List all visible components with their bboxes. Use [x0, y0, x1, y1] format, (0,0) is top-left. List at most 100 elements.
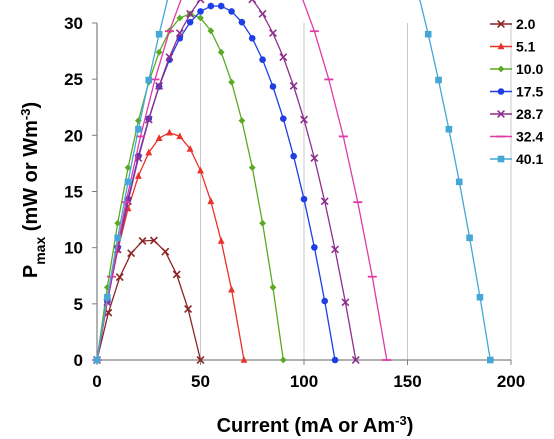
- data-point-28.7-8: [175, 29, 184, 38]
- data-point-28.7-21: [310, 154, 319, 163]
- data-point-10.0-12: [217, 48, 225, 56]
- data-point-17.5-13: [228, 8, 235, 15]
- data-point-10.0-2: [114, 219, 122, 227]
- x-tick-label-0: 0: [92, 372, 101, 391]
- series-line-10.0: [96, 12, 284, 361]
- legend-label-17.5: 17.5: [516, 84, 543, 100]
- x-tick-label-100: 100: [290, 372, 318, 391]
- legend-label-10.0: 10.0: [516, 61, 543, 77]
- data-point-28.7-7: [165, 53, 174, 62]
- series-line-32.4: [96, 0, 388, 361]
- data-point-28.7-24: [341, 298, 350, 307]
- data-point-40.1-34: [445, 125, 453, 133]
- data-point-40.1-35: [455, 178, 463, 186]
- data-point-17.5-19: [290, 152, 297, 160]
- data-point-28.7-23: [331, 245, 340, 254]
- data-point-17.5-9: [186, 18, 194, 26]
- data-point-40.1-36: [466, 234, 473, 242]
- data-point-10.0-15: [248, 164, 256, 172]
- data-point-5.1-5: [145, 148, 153, 156]
- y-tick-label-15: 15: [64, 183, 83, 202]
- data-point-2.0-4: [138, 237, 147, 245]
- y-tick-label-20: 20: [64, 126, 83, 145]
- legend-label-28.7: 28.7: [516, 106, 543, 122]
- data-point-10.0-3: [124, 164, 132, 172]
- data-point-40.1-38: [487, 356, 494, 364]
- y-tick-label-0: 0: [74, 351, 83, 370]
- data-point-40.1-1: [104, 293, 111, 301]
- data-point-40.1-5: [145, 76, 153, 84]
- data-point-17.5-20: [300, 195, 308, 203]
- y-tick-label-30: 30: [64, 14, 83, 33]
- data-point-5.1-4: [135, 172, 142, 179]
- axes: 0 50 100 150 200 0 5 10 15 20 25 30: [64, 14, 525, 391]
- data-point-17.5-17: [269, 83, 277, 90]
- data-point-17.5-22: [321, 297, 329, 305]
- data-point-40.1-2: [114, 234, 121, 242]
- data-point-10.0-10: [197, 14, 204, 22]
- data-point-10.0-8: [176, 14, 184, 22]
- data-point-5.1-13: [228, 285, 235, 293]
- data-point-28.7-6: [155, 81, 164, 90]
- legend-marker-17.5: [497, 88, 505, 95]
- x-axis-label: Current (mA or Am-3): [217, 413, 414, 438]
- data-point-5.1-8: [176, 132, 184, 140]
- data-point-28.7-15: [248, 0, 257, 4]
- series-2.0: [93, 236, 205, 364]
- data-point-2.0-6: [161, 247, 170, 256]
- legend-marker-28.7: [497, 110, 505, 118]
- legend-label-32.4: 32.4: [516, 129, 543, 145]
- legend-label-2.0: 2.0: [516, 16, 536, 32]
- series-line-2.0: [96, 239, 202, 361]
- data-point-17.5-23: [331, 356, 339, 364]
- data-point-17.5-11: [207, 2, 215, 10]
- legend: 2.0 5.1 10.0 17.5 28.7 32.4 40.1: [490, 16, 543, 167]
- data-point-5.1-14: [240, 356, 248, 363]
- data-point-10.0-11: [207, 27, 215, 35]
- data-point-28.7-5: [144, 115, 153, 124]
- y-tick-label-10: 10: [64, 239, 83, 258]
- data-point-5.1-7: [166, 128, 173, 136]
- x-tick-label-150: 150: [393, 372, 421, 391]
- data-point-17.5-16: [259, 56, 266, 63]
- data-point-10.0-14: [238, 117, 246, 125]
- data-point-5.1-12: [217, 236, 225, 244]
- data-point-28.7-20: [300, 115, 308, 124]
- data-point-17.5-15: [248, 34, 256, 42]
- legend-marker-2.0: [497, 20, 505, 28]
- data-point-17.5-12: [217, 2, 225, 10]
- grid: [200, 23, 512, 360]
- data-point-10.0-16: [259, 219, 266, 227]
- data-point-28.7-10: [196, 0, 205, 4]
- data-point-10.0-6: [155, 48, 163, 56]
- data-point-28.7-17: [268, 29, 277, 38]
- data-point-2.0-5: [149, 236, 158, 245]
- data-point-2.0-7: [172, 270, 181, 279]
- y-tick-label-25: 25: [64, 70, 83, 89]
- y-tick-label-5: 5: [74, 295, 83, 314]
- data-point-17.5-21: [311, 244, 318, 251]
- data-point-40.1-32: [424, 30, 432, 38]
- data-point-40.1-6: [155, 30, 163, 38]
- data-point-2.0-9: [196, 356, 205, 364]
- data-point-17.5-10: [197, 8, 204, 15]
- legend-marker-10.0: [497, 65, 505, 73]
- data-point-28.7-18: [279, 53, 288, 62]
- x-tick-label-200: 200: [497, 372, 525, 391]
- series-layer: [92, 0, 494, 364]
- data-point-40.1-33: [435, 76, 442, 84]
- series-28.7: [93, 0, 360, 364]
- data-point-5.1-11: [207, 197, 215, 205]
- data-point-5.1-9: [186, 144, 194, 152]
- legend-label-5.1: 5.1: [516, 39, 536, 55]
- data-point-10.0-17: [269, 283, 277, 291]
- data-point-10.0-13: [228, 78, 235, 86]
- data-point-40.1-4: [135, 125, 142, 133]
- legend-marker-40.1: [497, 155, 505, 163]
- data-point-28.7-25: [351, 356, 360, 364]
- data-point-10.0-4: [135, 117, 142, 125]
- data-point-40.1-0: [93, 356, 101, 364]
- data-point-5.1-10: [197, 166, 204, 174]
- data-point-2.0-3: [127, 249, 136, 258]
